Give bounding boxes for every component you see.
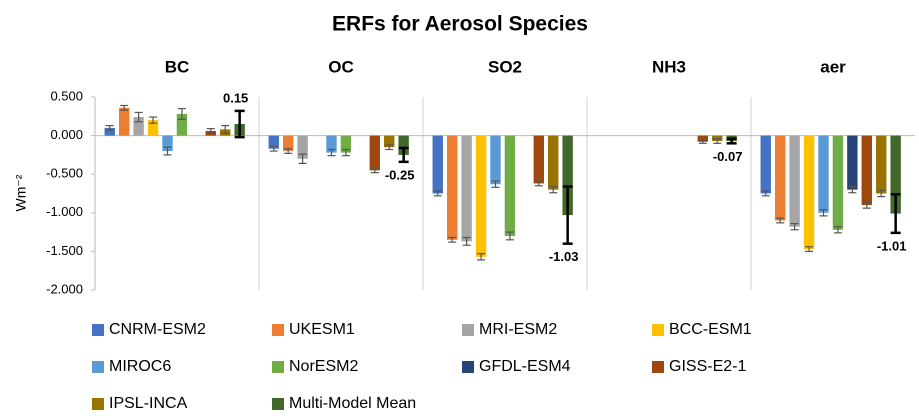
bar xyxy=(118,107,130,136)
bar xyxy=(504,135,516,236)
bar xyxy=(104,127,115,136)
legend-label: MIROC6 xyxy=(109,358,171,375)
bar xyxy=(818,135,829,213)
bar xyxy=(847,135,858,190)
y-tick-label: -2.000 xyxy=(46,281,83,296)
bar xyxy=(297,135,308,159)
legend-swatch xyxy=(92,398,104,410)
bar xyxy=(176,113,188,136)
bar xyxy=(475,135,487,257)
legend-swatch xyxy=(462,324,474,336)
bar xyxy=(162,135,173,152)
legend-label: BCC-ESM1 xyxy=(669,321,752,338)
bar xyxy=(369,135,380,171)
legend-swatch xyxy=(92,324,104,336)
bar xyxy=(340,135,352,153)
category-label: aer xyxy=(820,57,846,76)
bar xyxy=(282,135,294,152)
value-label: -1.03 xyxy=(549,249,579,264)
bar xyxy=(832,135,844,230)
y-tick-label: -0.500 xyxy=(46,166,83,181)
category-label: OC xyxy=(328,57,354,76)
bar xyxy=(774,135,786,221)
category-label: NH3 xyxy=(652,57,686,76)
legend-swatch xyxy=(652,324,664,336)
bar xyxy=(548,135,559,190)
bar xyxy=(890,135,901,214)
bar xyxy=(461,135,472,242)
bar xyxy=(432,135,443,194)
value-label: -0.25 xyxy=(385,167,415,182)
category-label: BC xyxy=(165,57,190,76)
legend-swatch xyxy=(272,398,284,410)
bar xyxy=(562,135,573,216)
y-axis-label: Wm⁻² xyxy=(13,174,29,211)
legend-label: CNRM-ESM2 xyxy=(109,321,206,338)
value-label: -1.01 xyxy=(877,238,907,253)
y-tick-label: 0.000 xyxy=(50,127,83,142)
legend-swatch xyxy=(462,361,474,373)
value-label: -0.07 xyxy=(713,149,743,164)
bar xyxy=(789,135,800,227)
bar xyxy=(861,135,872,206)
bar xyxy=(760,135,771,194)
y-tick-label: -1.500 xyxy=(46,243,83,258)
bar xyxy=(384,135,395,148)
bar xyxy=(697,135,708,142)
y-tick-label: 0.500 xyxy=(50,88,83,103)
legend-swatch xyxy=(652,361,664,373)
legend-label: IPSL-INCA xyxy=(109,395,188,412)
bar xyxy=(876,135,887,194)
y-tick-label: -1.000 xyxy=(46,204,83,219)
bar xyxy=(326,135,337,153)
bar xyxy=(133,117,144,136)
bar xyxy=(147,120,159,136)
value-label: 0.15 xyxy=(223,90,248,105)
legend-label: NorESM2 xyxy=(289,358,358,375)
category-label: SO2 xyxy=(488,57,522,76)
legend-label: Multi-Model Mean xyxy=(289,395,416,412)
bar xyxy=(533,135,544,184)
legend-label: GFDL-ESM4 xyxy=(479,358,571,375)
legend-label: GISS-E2-1 xyxy=(669,358,746,375)
legend-label: UKESM1 xyxy=(289,321,355,338)
legend-label: MRI-ESM2 xyxy=(479,321,557,338)
legend-swatch xyxy=(92,361,104,373)
legend-swatch xyxy=(272,361,284,373)
bar xyxy=(398,135,409,155)
bar xyxy=(446,135,458,240)
bar xyxy=(268,135,279,149)
chart-title: ERFs for Aerosol Species xyxy=(332,13,588,36)
bar xyxy=(490,135,501,185)
legend-swatch xyxy=(272,324,284,336)
bar xyxy=(803,135,815,250)
